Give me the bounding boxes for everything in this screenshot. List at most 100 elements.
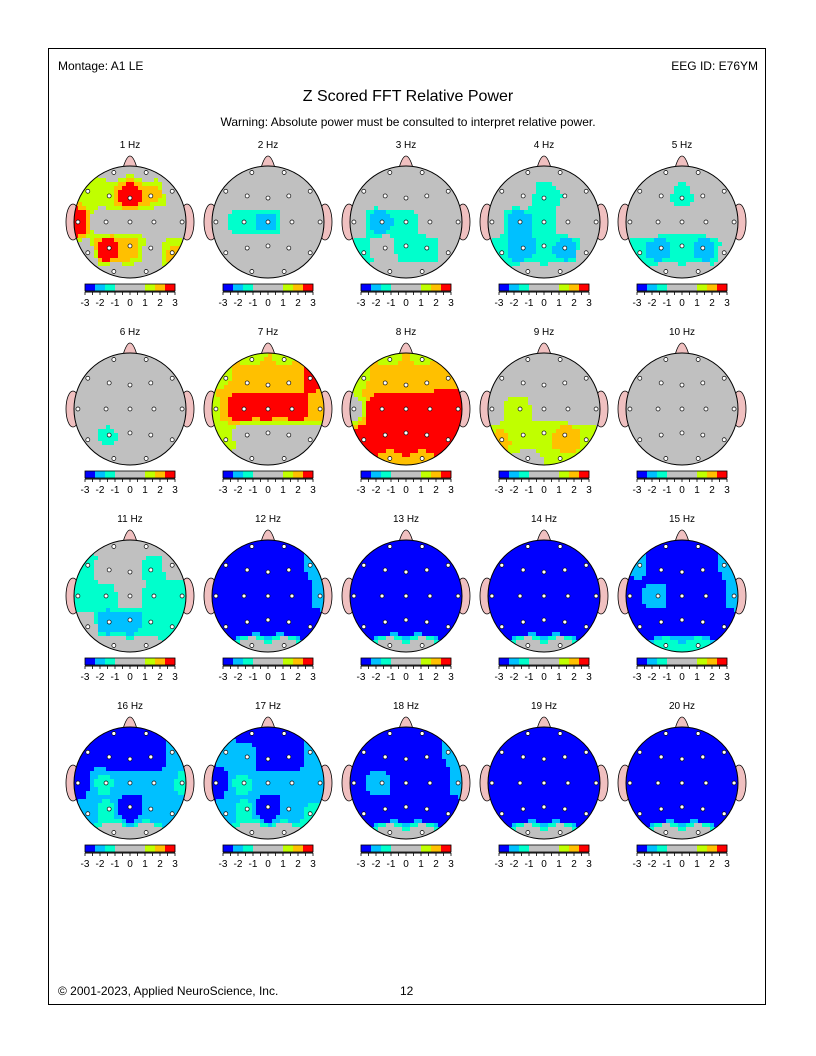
heatmap-cell xyxy=(122,218,127,223)
heatmap-cell xyxy=(406,254,411,259)
heatmap-cell xyxy=(670,246,675,251)
heatmap-cell xyxy=(90,389,95,394)
heatmap-cell xyxy=(292,190,297,195)
heatmap-cell xyxy=(232,258,237,263)
heatmap-cell xyxy=(520,266,525,271)
heatmap-cell xyxy=(406,246,411,251)
heatmap-cell xyxy=(280,258,285,263)
heatmap-cell xyxy=(626,210,631,215)
heatmap-cell xyxy=(544,242,549,247)
heatmap-cell xyxy=(150,449,155,454)
heatmap-cell xyxy=(532,170,537,175)
heatmap-cell xyxy=(232,206,237,211)
heatmap-cell xyxy=(256,393,261,398)
heatmap-cell xyxy=(114,178,119,183)
heatmap-cell xyxy=(520,202,525,207)
heatmap-cell xyxy=(166,182,171,187)
heatmap-cell xyxy=(414,210,419,215)
heatmap-cell xyxy=(666,254,671,259)
heatmap-cell xyxy=(694,234,699,239)
electrode-F4 xyxy=(286,193,292,199)
heatmap-cell xyxy=(244,186,249,191)
heatmap-cell xyxy=(650,202,655,207)
heatmap-cell xyxy=(158,405,163,410)
heatmap-cell xyxy=(304,218,309,223)
heatmap-cell xyxy=(694,182,699,187)
heatmap-cell xyxy=(304,186,309,191)
heatmap-cell xyxy=(512,230,517,235)
heatmap-cell xyxy=(236,246,241,251)
heatmap-cell xyxy=(264,385,269,390)
heatmap-cell xyxy=(654,182,659,187)
heatmap-cell xyxy=(568,194,573,199)
heatmap-cell xyxy=(458,210,462,215)
heatmap-cell xyxy=(358,206,363,211)
heatmap-cell xyxy=(576,230,581,235)
heatmap-cell xyxy=(398,238,403,243)
heatmap-cell xyxy=(524,254,529,259)
heatmap-cell xyxy=(272,206,277,211)
colorbar-segment xyxy=(165,284,176,291)
heatmap-cell xyxy=(106,409,111,414)
electrode-F7 xyxy=(361,188,367,194)
heatmap-cell xyxy=(102,230,107,235)
heatmap-cell xyxy=(150,361,155,366)
heatmap-cell xyxy=(734,210,738,215)
heatmap-cell xyxy=(110,238,115,243)
heatmap-cell xyxy=(154,433,159,438)
heatmap-cell xyxy=(678,206,683,211)
heatmap-cell xyxy=(110,242,115,247)
heatmap-cell xyxy=(524,190,529,195)
heatmap-cell xyxy=(110,222,115,227)
heatmap-cell xyxy=(244,266,249,271)
heatmap-cell xyxy=(280,242,285,247)
heatmap-cell xyxy=(268,270,273,275)
heatmap-cell xyxy=(162,230,167,235)
heatmap-cell xyxy=(312,242,317,247)
heatmap-cell xyxy=(718,210,723,215)
heatmap-cell xyxy=(256,186,261,191)
heatmap-cell xyxy=(102,361,107,366)
heatmap-cell xyxy=(442,194,447,199)
heatmap-cell xyxy=(268,417,273,422)
heatmap-cell xyxy=(154,238,159,243)
heatmap-cell xyxy=(532,226,537,231)
heatmap-cell xyxy=(422,210,427,215)
heatmap-cell xyxy=(312,246,317,251)
heatmap-cell xyxy=(678,246,683,251)
heatmap-cell xyxy=(268,413,273,418)
heatmap-cell xyxy=(698,198,703,203)
heatmap-cell xyxy=(252,218,257,223)
heatmap-cell xyxy=(126,385,131,390)
heatmap-cell xyxy=(670,202,675,207)
heatmap-cell xyxy=(248,246,253,251)
heatmap-cell xyxy=(650,190,655,195)
heatmap-cell xyxy=(130,178,135,183)
heatmap-cell xyxy=(240,381,245,386)
heatmap-cell xyxy=(714,206,719,211)
heatmap-cell xyxy=(170,254,175,259)
heatmap-cell xyxy=(560,222,565,227)
heatmap-cell xyxy=(682,178,687,183)
heatmap-cell xyxy=(642,246,647,251)
heatmap-cell xyxy=(150,461,155,465)
heatmap-cell xyxy=(520,190,525,195)
heatmap-cell xyxy=(674,194,679,199)
heatmap-cell xyxy=(142,250,147,255)
heatmap-cell xyxy=(544,262,549,267)
heatmap-cell xyxy=(378,238,383,243)
heatmap-cell xyxy=(390,230,395,235)
heatmap-cell xyxy=(564,242,569,247)
heatmap-cell xyxy=(646,186,651,191)
heatmap-cell xyxy=(528,178,533,183)
heatmap-cell xyxy=(366,234,371,239)
heatmap-cell xyxy=(430,266,435,271)
heatmap-cell xyxy=(252,194,257,199)
heatmap-cell xyxy=(98,238,103,243)
heatmap-cell xyxy=(300,210,305,215)
heatmap-cell xyxy=(418,190,423,195)
heatmap-cell xyxy=(240,222,245,227)
heatmap-cell xyxy=(94,230,99,235)
heatmap-cell xyxy=(686,198,691,203)
heatmap-cell xyxy=(256,445,261,450)
